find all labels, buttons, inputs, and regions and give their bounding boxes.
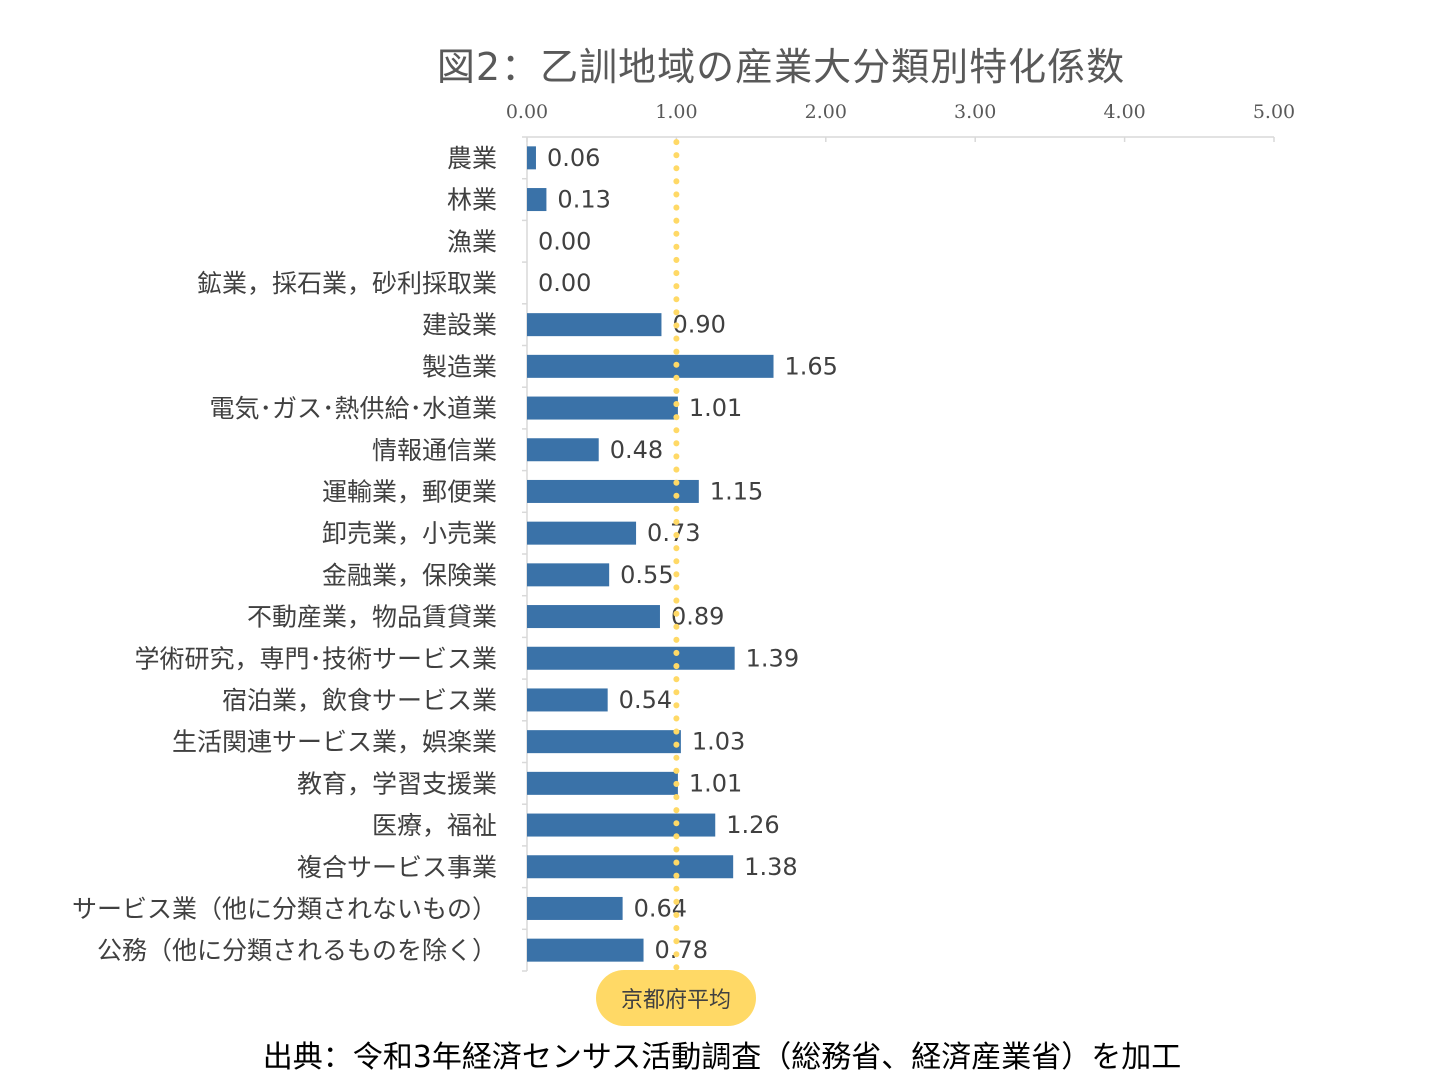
category-label: 林業 bbox=[447, 186, 497, 215]
data-label: 0.06 bbox=[547, 144, 600, 172]
bar bbox=[527, 313, 662, 337]
x-tick-label: 5.00 bbox=[1253, 101, 1295, 123]
bar bbox=[527, 438, 599, 462]
category-label: 運輸業，郵便業 bbox=[322, 477, 497, 506]
data-label: 1.15 bbox=[710, 477, 763, 505]
category-label: 情報通信業 bbox=[372, 436, 497, 465]
x-tick-label: 4.00 bbox=[1103, 101, 1145, 123]
x-tick-label: 2.00 bbox=[805, 101, 847, 123]
category-label: 公務（他に分類されるものを除く） bbox=[97, 936, 497, 965]
data-label: 1.01 bbox=[689, 769, 742, 797]
data-label: 1.65 bbox=[785, 352, 838, 380]
data-label: 0.64 bbox=[634, 894, 687, 922]
category-label: 教育，学習支援業 bbox=[297, 769, 497, 798]
source-note: 出典：令和3年経済センサス活動調査（総務省、経済産業省）を加工 bbox=[262, 1040, 1182, 1075]
category-label: サービス業（他に分類されないもの） bbox=[72, 894, 497, 923]
bar bbox=[527, 479, 699, 503]
category-label: 宿泊業，飲食サービス業 bbox=[222, 686, 497, 715]
data-label: 0.78 bbox=[655, 936, 708, 964]
bar bbox=[527, 771, 678, 795]
bar bbox=[527, 605, 660, 629]
category-label: 卸売業，小売業 bbox=[322, 519, 497, 548]
bar bbox=[527, 813, 716, 837]
category-label: 生活関連サービス業，娯楽業 bbox=[172, 728, 497, 757]
category-label: 鉱業，採石業，砂利採取業 bbox=[197, 269, 497, 298]
bar bbox=[527, 896, 623, 920]
data-label: 0.00 bbox=[538, 269, 591, 297]
bar bbox=[527, 188, 547, 212]
data-label: 1.39 bbox=[746, 644, 799, 672]
category-label: 医療，福祉 bbox=[372, 811, 497, 840]
bar bbox=[527, 646, 735, 670]
data-label: 1.26 bbox=[726, 811, 779, 839]
x-tick-label: 3.00 bbox=[954, 101, 996, 123]
data-label: 0.89 bbox=[671, 603, 724, 631]
category-label: 金融業，保険業 bbox=[322, 561, 497, 590]
bar bbox=[527, 730, 681, 754]
data-label: 0.13 bbox=[557, 186, 610, 214]
category-label: 建設業 bbox=[422, 311, 497, 340]
data-label: 1.03 bbox=[692, 728, 745, 756]
reference-line-label: 京都府平均 bbox=[596, 970, 756, 1026]
bar bbox=[527, 146, 536, 170]
data-label: 0.00 bbox=[538, 227, 591, 255]
category-label: 複合サービス事業 bbox=[297, 853, 497, 882]
data-label: 1.38 bbox=[744, 853, 797, 881]
bar bbox=[527, 855, 734, 879]
bar bbox=[527, 396, 678, 420]
bar bbox=[527, 521, 637, 545]
chart-title: 図2：乙訓地域の産業大分類別特化係数 bbox=[436, 45, 1126, 89]
category-label: 漁業 bbox=[447, 227, 497, 256]
data-label: 0.48 bbox=[610, 436, 663, 464]
data-label: 0.73 bbox=[647, 519, 700, 547]
bar bbox=[527, 354, 774, 378]
x-tick-label: 0.00 bbox=[506, 101, 548, 123]
bar bbox=[527, 688, 608, 712]
category-label: 不動産業，物品賃貸業 bbox=[247, 603, 497, 632]
bar bbox=[527, 938, 644, 962]
category-label: 製造業 bbox=[422, 352, 497, 381]
data-label: 1.01 bbox=[689, 394, 742, 422]
category-label: 電気･ガス･熱供給･水道業 bbox=[209, 394, 497, 423]
category-label: 農業 bbox=[447, 144, 497, 173]
data-label: 0.54 bbox=[619, 686, 672, 714]
data-label: 0.55 bbox=[620, 561, 673, 589]
data-label: 0.90 bbox=[672, 311, 725, 339]
category-label: 学術研究，専門･技術サービス業 bbox=[134, 644, 497, 673]
bar bbox=[527, 563, 610, 587]
x-tick-label: 1.00 bbox=[655, 101, 697, 123]
